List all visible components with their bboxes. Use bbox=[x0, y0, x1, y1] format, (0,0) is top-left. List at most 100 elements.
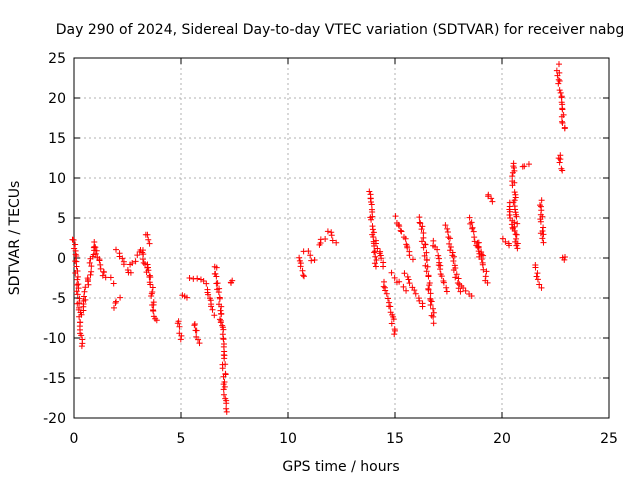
data-point bbox=[146, 240, 153, 247]
data-point bbox=[446, 240, 453, 247]
data-point bbox=[387, 303, 394, 310]
x-axis-label: GPS time / hours bbox=[282, 459, 399, 475]
data-point bbox=[513, 231, 520, 238]
data-point bbox=[208, 303, 215, 310]
data-point bbox=[70, 237, 77, 244]
data-point bbox=[88, 263, 95, 270]
data-point bbox=[396, 223, 403, 230]
data-point bbox=[74, 273, 81, 280]
data-point bbox=[557, 89, 564, 96]
data-point bbox=[525, 161, 532, 168]
data-point bbox=[423, 249, 430, 256]
data-point bbox=[368, 216, 375, 223]
data-point bbox=[324, 228, 331, 235]
data-point bbox=[404, 244, 411, 251]
data-point bbox=[134, 252, 141, 259]
data-point bbox=[373, 256, 380, 263]
data-point bbox=[534, 270, 541, 277]
data-point bbox=[110, 280, 117, 287]
data-point bbox=[186, 274, 193, 281]
data-point bbox=[307, 252, 314, 259]
data-point bbox=[300, 273, 307, 280]
data-point bbox=[73, 253, 80, 260]
y-tick-label: 0 bbox=[57, 251, 66, 267]
data-point bbox=[471, 238, 478, 245]
plot-frame bbox=[73, 57, 610, 419]
data-point bbox=[329, 237, 336, 244]
data-point bbox=[388, 320, 395, 327]
data-point bbox=[146, 273, 153, 280]
data-point bbox=[438, 273, 445, 280]
data-point bbox=[539, 235, 546, 242]
x-tick-label: 20 bbox=[493, 431, 511, 447]
data-point bbox=[453, 271, 460, 278]
data-point bbox=[74, 300, 81, 307]
y-tick-label: -10 bbox=[43, 331, 66, 347]
data-point bbox=[483, 268, 490, 275]
data-point bbox=[217, 317, 224, 324]
data-point bbox=[480, 266, 487, 273]
data-point bbox=[462, 287, 469, 294]
data-point bbox=[506, 242, 513, 249]
y-tick-label: -20 bbox=[43, 411, 66, 427]
data-point bbox=[196, 340, 203, 347]
data-point bbox=[209, 306, 216, 313]
y-tick-label: 5 bbox=[57, 211, 66, 227]
data-point bbox=[217, 307, 224, 314]
data-point bbox=[197, 276, 204, 283]
data-point bbox=[78, 311, 85, 318]
data-point bbox=[460, 285, 467, 292]
data-point bbox=[561, 125, 568, 132]
data-point bbox=[428, 298, 435, 305]
grid bbox=[74, 58, 609, 418]
data-point bbox=[213, 264, 220, 271]
data-point bbox=[191, 320, 198, 327]
data-point bbox=[423, 268, 430, 275]
data-point bbox=[447, 243, 454, 250]
data-point bbox=[220, 373, 227, 380]
data-point bbox=[502, 238, 509, 245]
data-point bbox=[100, 269, 107, 276]
data-point bbox=[129, 260, 136, 267]
data-point bbox=[488, 195, 495, 202]
data-point bbox=[380, 283, 387, 290]
data-point bbox=[81, 288, 88, 295]
data-point bbox=[391, 331, 398, 338]
data-point bbox=[372, 240, 379, 247]
data-point bbox=[107, 274, 114, 281]
y-tick-label: -5 bbox=[52, 291, 66, 307]
data-point bbox=[369, 226, 376, 233]
x-tick-label: 25 bbox=[600, 431, 618, 447]
data-point bbox=[390, 316, 397, 323]
data-point bbox=[457, 288, 464, 295]
data-point bbox=[533, 273, 540, 280]
x-tick-label: 15 bbox=[386, 431, 404, 447]
data-point bbox=[102, 274, 109, 281]
data-point bbox=[211, 312, 218, 319]
data-point bbox=[455, 275, 462, 282]
data-point bbox=[391, 274, 398, 281]
data-point bbox=[416, 219, 423, 226]
data-point bbox=[384, 295, 391, 302]
data-point bbox=[512, 206, 519, 213]
data-point bbox=[466, 214, 473, 221]
data-point bbox=[425, 286, 432, 293]
data-point bbox=[426, 282, 433, 289]
data-point bbox=[91, 238, 98, 245]
data-point bbox=[443, 284, 450, 291]
data-point bbox=[383, 290, 390, 297]
data-point bbox=[509, 173, 516, 180]
data-point bbox=[378, 255, 385, 262]
data-point bbox=[200, 277, 207, 284]
data-point bbox=[74, 276, 81, 283]
data-point bbox=[532, 264, 539, 271]
data-point bbox=[513, 235, 520, 242]
data-point bbox=[145, 267, 152, 274]
data-point bbox=[425, 273, 432, 280]
data-point bbox=[409, 256, 416, 263]
data-point bbox=[211, 270, 218, 277]
data-point bbox=[452, 274, 459, 281]
data-point bbox=[429, 305, 436, 312]
data-point bbox=[299, 267, 306, 274]
